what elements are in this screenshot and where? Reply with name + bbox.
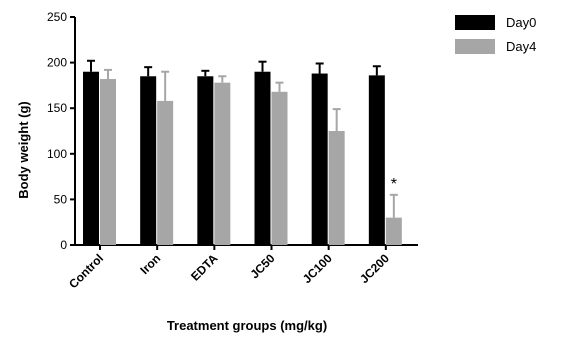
legend-swatch-day4 <box>455 39 495 54</box>
bar-day4-jc100 <box>328 131 345 245</box>
bar-day0-edta <box>197 76 214 245</box>
bar-day0-jc50 <box>254 71 271 245</box>
y-tick-label: 250 <box>47 10 67 24</box>
y-tick-label: 100 <box>47 147 67 161</box>
error-bars <box>87 59 398 218</box>
x-tick-label: Control <box>66 251 106 291</box>
y-tick-label: 50 <box>54 192 68 206</box>
x-tick-label: JC100 <box>300 251 335 286</box>
significance-marker: * <box>391 176 397 193</box>
bar-day0-jc200 <box>368 75 385 245</box>
bar-day0-control <box>83 71 99 245</box>
legend-swatch-day0 <box>455 15 495 30</box>
bar-day0-iron <box>140 76 157 245</box>
x-tick-label: JC200 <box>357 251 392 286</box>
bars <box>83 71 402 246</box>
legend: Day0 Day4 <box>455 15 536 54</box>
annotations: * <box>391 176 397 193</box>
bar-day4-control <box>100 79 116 246</box>
x-tick-label: Iron <box>137 251 163 277</box>
bar-day4-iron <box>157 100 174 246</box>
y-axis-label: Body weight (g) <box>16 101 31 199</box>
bar-day4-jc200 <box>385 217 402 245</box>
x-tick-label: JC50 <box>247 251 277 281</box>
y-axis: 0 50 100 150 200 250 <box>47 10 76 252</box>
y-tick-label: 0 <box>60 238 67 252</box>
x-tick-label: EDTA <box>188 251 221 284</box>
legend-label-day4: Day4 <box>506 39 536 54</box>
x-axis: Control Iron EDTA JC50 JC100 JC200 <box>66 244 418 291</box>
bar-day4-jc50 <box>271 91 288 245</box>
y-tick-label: 200 <box>47 56 67 70</box>
bar-day4-edta <box>214 82 231 245</box>
bar-day0-jc100 <box>311 73 328 245</box>
x-axis-label: Treatment groups (mg/kg) <box>167 318 327 333</box>
y-tick-label: 150 <box>47 101 67 115</box>
legend-label-day0: Day0 <box>506 15 536 30</box>
